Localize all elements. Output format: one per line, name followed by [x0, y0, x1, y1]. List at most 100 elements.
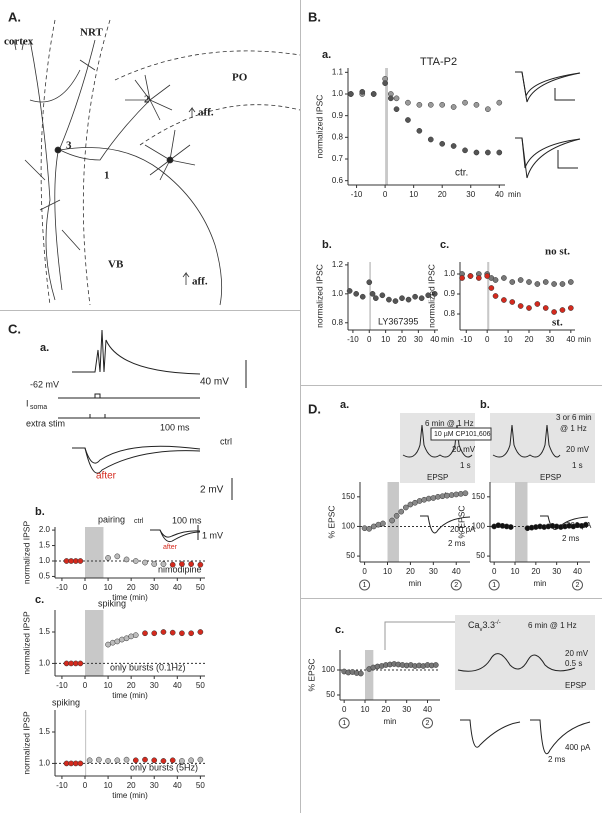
data-point — [132, 632, 139, 638]
data-point — [559, 307, 566, 313]
x-tick-label: 30 — [150, 583, 159, 592]
data-point — [425, 292, 432, 299]
y-tick-label: 2.0 — [39, 525, 51, 534]
x-tick-label: 0 — [83, 681, 88, 690]
x-tick-label: -10 — [351, 190, 363, 199]
label: spiking — [98, 598, 126, 608]
y-tick-label: 0.8 — [444, 309, 456, 318]
data-point — [169, 561, 176, 568]
x-tick-label: 0 — [485, 335, 490, 344]
connector — [384, 621, 455, 650]
data-point — [372, 295, 379, 302]
label: spiking — [52, 697, 80, 707]
x-tick-label: 20 — [127, 781, 136, 790]
data-point — [517, 277, 524, 283]
ipsc-traces — [515, 71, 581, 179]
stim-period — [85, 610, 104, 676]
label: 2 ms — [448, 539, 465, 548]
x-tick-label: -10 — [56, 781, 68, 790]
y-tick-label: 0.8 — [332, 132, 344, 141]
sub-label: a. — [340, 399, 349, 411]
marker-circle — [338, 717, 350, 729]
data-point — [160, 629, 167, 635]
sub-label: a. — [322, 49, 331, 61]
x-tick-label: 40 — [423, 705, 432, 714]
data-point — [402, 504, 409, 511]
y-tick-label: 1.0 — [332, 289, 344, 298]
y-tick-label: 100 — [322, 665, 336, 674]
data-point — [179, 758, 185, 764]
x-tick-label: 0 — [83, 781, 88, 790]
stim-period — [85, 527, 104, 578]
x-tick-label: 40 — [430, 335, 439, 344]
y-tick-label: 100 — [472, 522, 486, 531]
data-point — [501, 297, 507, 303]
data-point — [389, 517, 395, 524]
x-tick-label: 40 — [173, 781, 182, 790]
x-tick-label: 50 — [196, 583, 205, 592]
x-tick-label: 10 — [104, 781, 113, 790]
y-tick-label: 50 — [476, 551, 485, 560]
data-point — [582, 521, 589, 528]
epsc-trace — [460, 719, 521, 748]
label: cortex — [4, 36, 34, 48]
x-tick-label: 40 — [495, 190, 504, 199]
epsp-trace — [457, 653, 576, 672]
data-point — [393, 512, 400, 519]
data-point — [380, 520, 386, 527]
data-point — [475, 275, 482, 281]
data-point — [432, 662, 439, 668]
label: 1 mV — [202, 530, 223, 540]
x-axis-label: time (min) — [112, 791, 148, 800]
sub-label: b. — [480, 399, 490, 411]
data-point — [359, 88, 366, 95]
neuron-drawing — [13, 19, 301, 306]
marker-circle — [422, 717, 433, 729]
marker-circle — [359, 579, 371, 591]
sub-label: c. — [35, 594, 44, 606]
marker-circle — [488, 579, 500, 591]
x-tick-label: 30 — [150, 781, 159, 790]
label: 1 — [104, 170, 110, 182]
data-point — [387, 95, 394, 102]
marker-label: 1 — [492, 582, 496, 589]
y-tick-label: 1.1 — [332, 67, 344, 76]
y-tick-label: 1.0 — [39, 556, 51, 565]
data-point — [534, 301, 541, 307]
label: ctrl — [134, 518, 144, 525]
x-axis-label: time (min) — [112, 691, 148, 700]
label: after — [96, 471, 117, 482]
data-point — [379, 292, 386, 299]
y-tick-label: 0.6 — [332, 176, 344, 185]
y-tick-label: 1.0 — [39, 759, 51, 768]
label: 3 or 6 min — [556, 413, 592, 422]
data-point — [418, 295, 425, 302]
x-tick-label: 10 — [504, 335, 513, 344]
data-point — [462, 147, 468, 154]
data-point — [386, 296, 392, 303]
data-point — [393, 106, 400, 113]
data-point — [405, 99, 411, 106]
x-axis-label: time (min) — [112, 593, 148, 602]
y-tick-label: 100 — [342, 522, 356, 531]
data-point — [132, 757, 139, 764]
x-axis-label: min — [409, 579, 422, 588]
y-tick-label: 150 — [472, 492, 486, 501]
label: 2 ms — [548, 755, 565, 764]
label: Cav3.3-/- — [468, 620, 501, 633]
y-tick-label: 1.2 — [332, 260, 344, 269]
y-tick-label: 0.9 — [332, 111, 344, 120]
label: no st. — [545, 246, 570, 258]
data-point — [366, 525, 373, 532]
data-point — [188, 561, 195, 567]
marker-circle — [450, 579, 462, 591]
data-point — [501, 275, 507, 281]
data-point — [492, 277, 499, 283]
x-tick-label: 30 — [150, 681, 159, 690]
x-tick-label: 0 — [492, 567, 497, 576]
y-axis-label: % EPSC — [326, 505, 336, 538]
x-tick-label: 50 — [196, 781, 205, 790]
label: 3.3 — [483, 620, 496, 630]
y-axis-label: normalized IPSC — [314, 95, 324, 159]
x-tick-label: -10 — [56, 681, 68, 690]
